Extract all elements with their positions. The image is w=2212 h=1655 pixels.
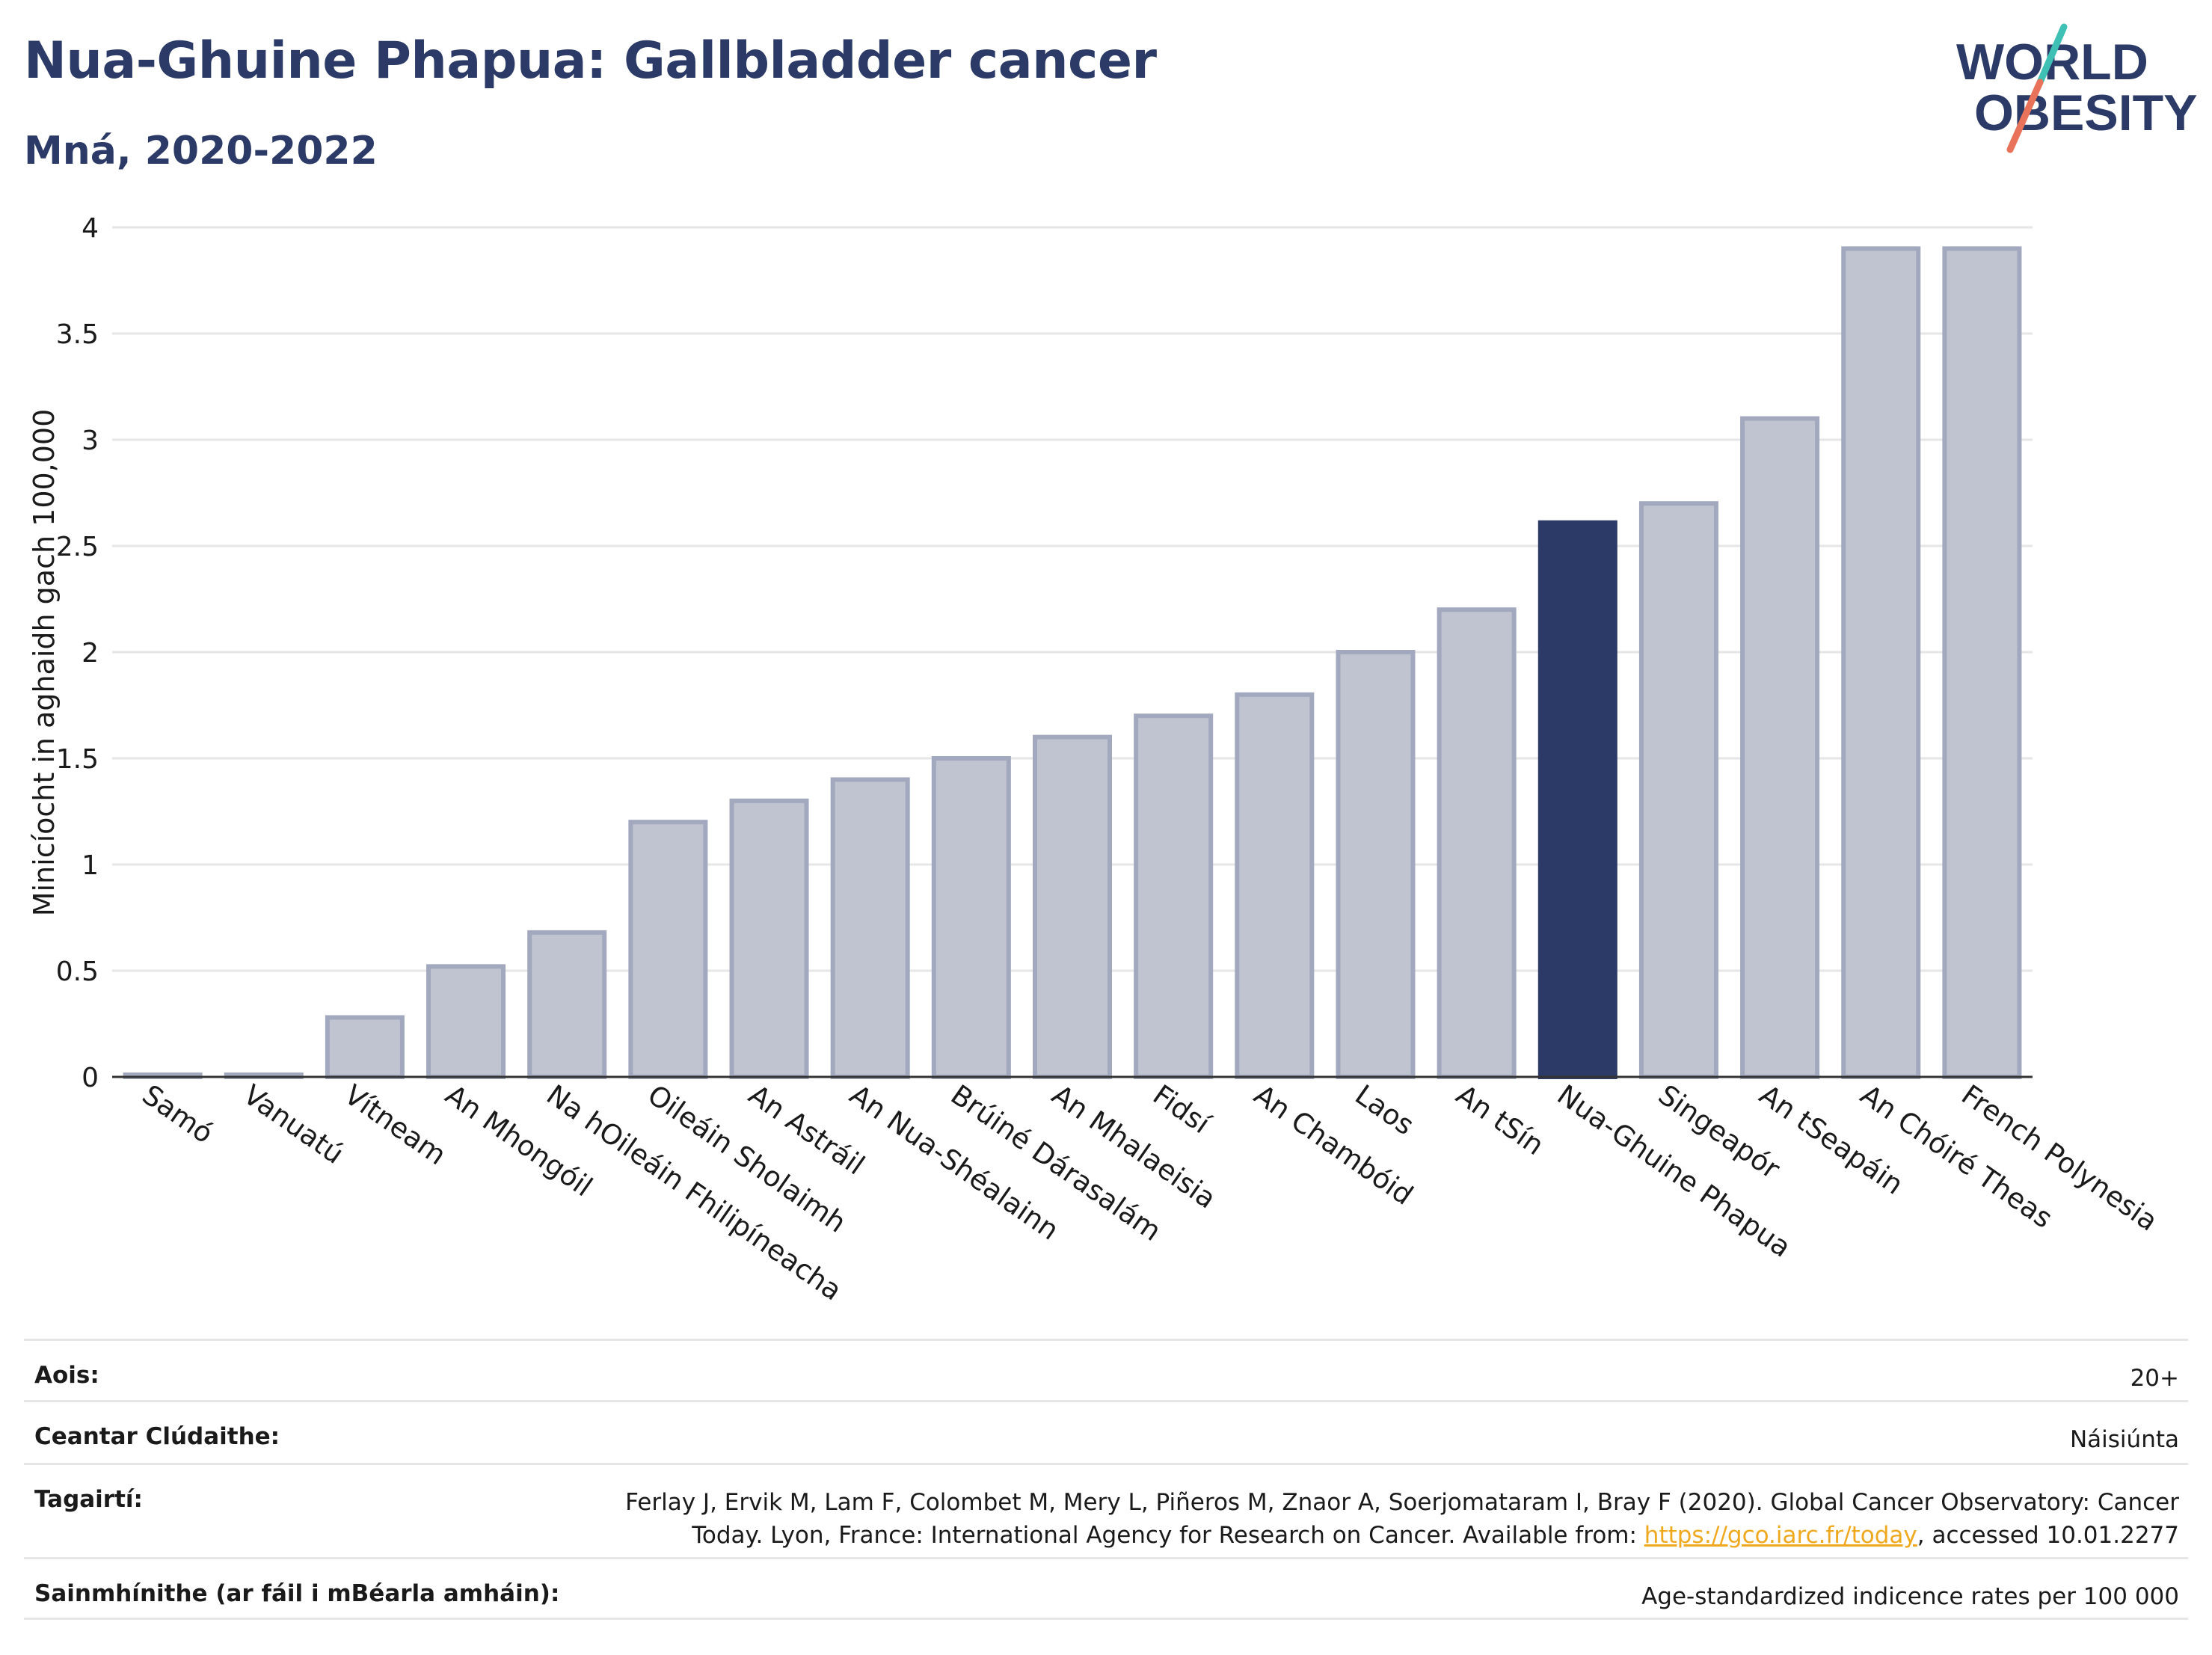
bar[interactable] [1740, 416, 1820, 1079]
y-tick-label: 2 [82, 638, 99, 669]
area-value: Náisiúnta [2069, 1426, 2179, 1453]
references-line-2-end: , accessed 10.01.2277 [1917, 1522, 2179, 1549]
bar[interactable] [729, 798, 809, 1080]
x-tick-label: An tSín [1450, 1078, 1549, 1161]
y-tick-label: 0 [82, 1063, 99, 1093]
references-line-2-start: Today. Lyon, France: International Agenc… [692, 1522, 1644, 1549]
bar[interactable] [426, 964, 506, 1079]
y-tick-label: 3.5 [56, 319, 99, 350]
area-label: Ceantar Clúdaithe: [34, 1423, 280, 1450]
definitions-label: Sainmhínithe (ar fáil i mBéarla amháin): [34, 1580, 560, 1607]
chart-subtitle: Mná, 2020-2022 [24, 129, 378, 174]
logo-slash-coral [2006, 79, 2044, 153]
x-tick-label: Vítneam [339, 1078, 452, 1171]
bar[interactable] [1437, 607, 1517, 1079]
x-tick-label: Fidsí [1147, 1078, 1217, 1140]
bar[interactable] [1942, 246, 2022, 1079]
world-obesity-logo: WORLD OBESITY [1956, 23, 2198, 153]
chart-title: Nua-Ghuine Phapua: Gallbladder cancer [24, 31, 1157, 90]
logo-text-obesity: OBESITY [1974, 85, 2198, 141]
bar[interactable] [1336, 650, 1416, 1079]
y-tick-label: 4 [82, 213, 99, 244]
y-tick-label: 2.5 [56, 532, 99, 562]
references-line-1: Ferlay J, Ervik M, Lam F, Colombet M, Me… [625, 1489, 2179, 1516]
bar[interactable] [527, 930, 607, 1079]
x-tick-label: Laos [1349, 1078, 1419, 1141]
bar[interactable] [628, 820, 708, 1079]
x-tick-label: An Chóiré Theas [1855, 1078, 2058, 1235]
meta-row-references: Tagairtí: Ferlay J, Ervik M, Lam F, Colo… [24, 1463, 2188, 1557]
y-axis-ticks: 0 0.5 1 1.5 2 2.5 3 3.5 4 [56, 213, 99, 1093]
bar[interactable] [1537, 520, 1617, 1079]
y-tick-label: 3 [82, 426, 99, 456]
logo-slash-teal [2036, 23, 2068, 86]
bar[interactable] [1841, 246, 1921, 1079]
bar[interactable] [1032, 734, 1113, 1079]
bar[interactable] [1638, 501, 1718, 1079]
age-value: 20+ [2130, 1365, 2179, 1392]
y-axis-label: Minicíocht in aghaidh gach 100,000 [28, 409, 61, 917]
references-link[interactable]: https://gco.iarc.fr/today [1644, 1522, 1917, 1549]
y-tick-label: 1 [82, 850, 99, 881]
meta-row-definitions: Sainmhínithe (ar fáil i mBéarla amháin):… [24, 1557, 2188, 1620]
bar[interactable] [325, 1015, 405, 1079]
meta-row-age: Aois: 20+ [24, 1339, 2188, 1400]
references-value: Ferlay J, Ervik M, Lam F, Colombet M, Me… [625, 1486, 2179, 1552]
y-tick-label: 0.5 [56, 957, 99, 987]
age-label: Aois: [34, 1362, 99, 1389]
bar[interactable] [1235, 692, 1315, 1079]
bar[interactable] [830, 777, 910, 1080]
references-label: Tagairtí: [34, 1486, 143, 1513]
chart-metadata: Aois: 20+ Ceantar Clúdaithe: Náisiúnta T… [24, 1339, 2188, 1620]
x-tick-label: Samó [136, 1078, 219, 1149]
definitions-value: Age-standardized indicence rates per 100… [1641, 1583, 2179, 1610]
x-tick-label: Vanuatú [238, 1078, 350, 1170]
y-tick-label: 1.5 [56, 744, 99, 775]
meta-row-area: Ceantar Clúdaithe: Náisiúnta [24, 1400, 2188, 1463]
bars [123, 246, 2022, 1080]
bar[interactable] [1134, 713, 1214, 1079]
bar[interactable] [931, 756, 1011, 1079]
